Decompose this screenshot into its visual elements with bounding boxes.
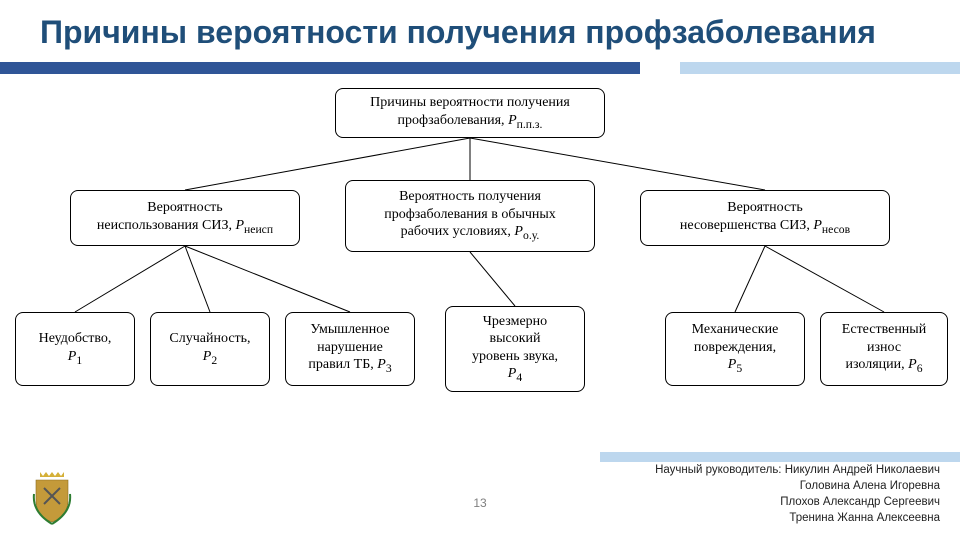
credits-line-3: Тренина Жанна Алексеевна (789, 512, 940, 524)
slide: Причины вероятности получения профзаболе… (0, 0, 960, 540)
node-l6: Естественныйизносизоляции, P6 (820, 312, 948, 386)
accent-bar-right (680, 62, 960, 74)
node-l4: Чрезмерновысокийуровень звука,P4 (445, 306, 585, 392)
node-l3: Умышленноенарушениеправил ТБ, P3 (285, 312, 415, 386)
credits-block: Научный руководитель: Никулин Андрей Ник… (655, 462, 940, 526)
tree-diagram: Причины вероятности полученияпрофзаболев… (0, 80, 960, 450)
credits-line-0: Никулин Андрей Николаевич (785, 464, 940, 476)
node-l1: Неудобство,P1 (15, 312, 135, 386)
node-m3: Вероятностьнесовершенства СИЗ, Pнесов (640, 190, 890, 246)
accent-bar-bottom (600, 452, 960, 462)
credits-label: Научный руководитель: (655, 464, 781, 476)
node-m2: Вероятность полученияпрофзаболевания в о… (345, 180, 595, 252)
node-l5: Механическиеповреждения,P5 (665, 312, 805, 386)
node-root: Причины вероятности полученияпрофзаболев… (335, 88, 605, 138)
accent-bar-left (0, 62, 640, 74)
university-crest-icon (30, 470, 74, 526)
credits-line-2: Плохов Александр Сергеевич (780, 496, 940, 508)
node-m1: Вероятностьнеиспользования СИЗ, Pнеисп (70, 190, 300, 246)
node-l2: Случайность,P2 (150, 312, 270, 386)
page-number: 13 (473, 496, 486, 510)
credits-line-1: Головина Алена Игоревна (800, 480, 940, 492)
page-title: Причины вероятности получения профзаболе… (40, 14, 940, 51)
